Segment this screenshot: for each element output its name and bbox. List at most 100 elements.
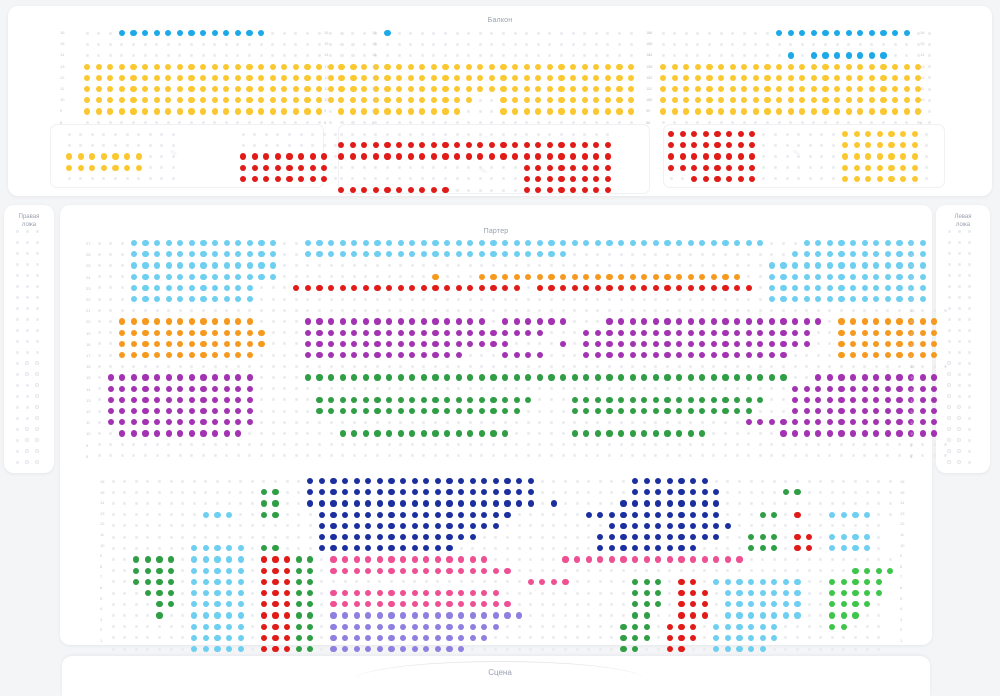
seat[interactable] (469, 634, 476, 641)
seat[interactable] (318, 489, 325, 496)
seat[interactable] (710, 284, 717, 291)
seat[interactable] (386, 408, 393, 415)
seat[interactable] (884, 284, 891, 291)
seat[interactable] (327, 63, 334, 70)
seat[interactable] (339, 284, 346, 291)
seat[interactable] (397, 408, 404, 415)
seat[interactable] (386, 329, 393, 336)
seat[interactable] (641, 340, 648, 347)
seat[interactable] (469, 489, 476, 496)
seat[interactable] (396, 63, 403, 70)
seat[interactable] (154, 419, 161, 426)
seat[interactable] (442, 97, 449, 104)
seat[interactable] (304, 340, 311, 347)
seat[interactable] (432, 329, 439, 336)
seat[interactable] (307, 478, 314, 485)
seat[interactable] (316, 251, 323, 258)
seat[interactable] (691, 131, 698, 138)
seat[interactable] (328, 284, 335, 291)
seat[interactable] (376, 590, 383, 597)
seat[interactable] (446, 489, 453, 496)
seat[interactable] (338, 63, 345, 70)
seat[interactable] (676, 430, 683, 437)
seat[interactable] (165, 284, 172, 291)
seat[interactable] (581, 175, 588, 182)
seat[interactable] (478, 273, 485, 280)
seat[interactable] (307, 590, 314, 597)
seat[interactable] (664, 329, 671, 336)
seat[interactable] (353, 646, 360, 653)
seat[interactable] (652, 340, 659, 347)
seat[interactable] (467, 430, 474, 437)
seat[interactable] (223, 430, 230, 437)
seat[interactable] (153, 86, 160, 93)
seat[interactable] (593, 86, 600, 93)
seat[interactable] (260, 578, 267, 585)
seat[interactable] (641, 273, 648, 280)
seat[interactable] (235, 352, 242, 359)
seat[interactable] (100, 164, 107, 171)
seat[interactable] (734, 408, 741, 415)
seat[interactable] (865, 153, 872, 160)
seat[interactable] (604, 63, 611, 70)
seat[interactable] (142, 419, 149, 426)
seat[interactable] (629, 273, 636, 280)
seat[interactable] (759, 511, 766, 518)
seat[interactable] (211, 108, 218, 115)
seat[interactable] (251, 153, 258, 160)
seat[interactable] (915, 63, 922, 70)
seat[interactable] (142, 430, 149, 437)
seat[interactable] (202, 567, 209, 574)
seat[interactable] (407, 142, 414, 149)
seat[interactable] (342, 522, 349, 529)
seat[interactable] (492, 522, 499, 529)
seat[interactable] (834, 52, 841, 59)
seat[interactable] (374, 251, 381, 258)
seat[interactable] (616, 97, 623, 104)
seat[interactable] (481, 623, 488, 630)
seat[interactable] (884, 408, 891, 415)
seat[interactable] (713, 534, 720, 541)
seat[interactable] (361, 108, 368, 115)
seat[interactable] (292, 86, 299, 93)
seat[interactable] (666, 489, 673, 496)
seat[interactable] (838, 430, 845, 437)
seat[interactable] (246, 97, 253, 104)
seat[interactable] (718, 74, 725, 81)
seat[interactable] (168, 590, 175, 597)
seat[interactable] (741, 63, 748, 70)
seat[interactable] (246, 284, 253, 291)
seat[interactable] (246, 419, 253, 426)
seat[interactable] (118, 30, 125, 37)
seat[interactable] (888, 142, 895, 149)
seat[interactable] (488, 153, 495, 160)
seat[interactable] (200, 74, 207, 81)
seat[interactable] (251, 175, 258, 182)
seat[interactable] (815, 396, 822, 403)
seat[interactable] (861, 385, 868, 392)
seat[interactable] (806, 534, 813, 541)
seat[interactable] (884, 262, 891, 269)
seat[interactable] (107, 396, 114, 403)
seat[interactable] (432, 318, 439, 325)
seat[interactable] (512, 108, 519, 115)
seat[interactable] (826, 262, 833, 269)
seat[interactable] (246, 396, 253, 403)
seat[interactable] (745, 408, 752, 415)
seat[interactable] (628, 74, 635, 81)
seat[interactable] (251, 164, 258, 171)
seat[interactable] (850, 284, 857, 291)
seat[interactable] (850, 318, 857, 325)
seat[interactable] (523, 63, 530, 70)
seat[interactable] (478, 396, 485, 403)
seat[interactable] (328, 408, 335, 415)
seat[interactable] (374, 284, 381, 291)
seat[interactable] (307, 500, 314, 507)
seat[interactable] (246, 296, 253, 303)
seat[interactable] (880, 74, 887, 81)
seat[interactable] (386, 240, 393, 247)
seat[interactable] (130, 63, 137, 70)
seat[interactable] (384, 153, 391, 160)
seat[interactable] (411, 545, 418, 552)
seat[interactable] (757, 374, 764, 381)
